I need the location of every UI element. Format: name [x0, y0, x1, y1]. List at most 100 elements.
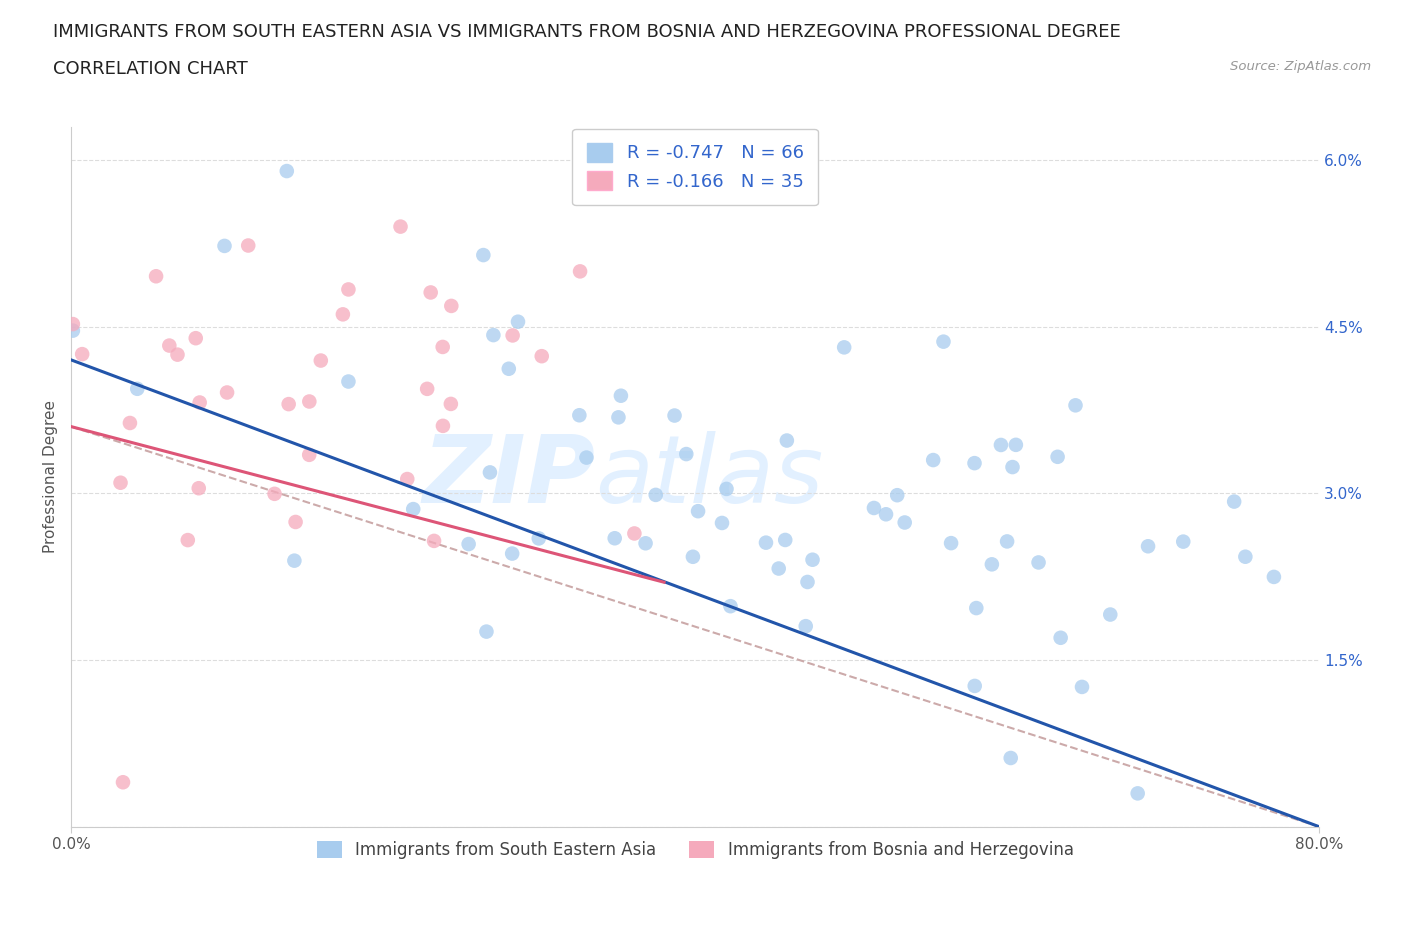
Point: [389, 219, 412, 234]
Point: [965, 601, 987, 616]
Point: [70, 347, 93, 362]
Point: [720, 599, 742, 614]
Point: [664, 408, 686, 423]
Point: [527, 531, 550, 546]
Point: [832, 340, 855, 355]
Point: [423, 534, 446, 549]
Point: [118, 416, 141, 431]
Point: [440, 299, 463, 313]
Point: [482, 327, 505, 342]
Point: [238, 238, 260, 253]
Point: [794, 618, 817, 633]
Point: [575, 450, 598, 465]
Point: [416, 381, 439, 396]
Point: [1071, 680, 1094, 695]
Point: [284, 514, 307, 529]
Point: [801, 552, 824, 567]
Point: [396, 472, 419, 486]
Point: [932, 334, 955, 349]
Point: [263, 486, 285, 501]
Point: [1099, 607, 1122, 622]
Point: [276, 164, 298, 179]
Point: [184, 331, 207, 346]
Point: [472, 247, 495, 262]
Text: ZIP: ZIP: [423, 431, 595, 523]
Point: [568, 408, 591, 423]
Point: [623, 526, 645, 541]
Point: [1046, 449, 1069, 464]
Point: [716, 482, 738, 497]
Point: [432, 339, 454, 354]
Point: [644, 487, 666, 502]
Point: [187, 481, 209, 496]
Point: [177, 533, 200, 548]
Point: [475, 624, 498, 639]
Point: [603, 531, 626, 546]
Point: [893, 515, 915, 530]
Point: [506, 314, 529, 329]
Point: [796, 575, 818, 590]
Point: [277, 397, 299, 412]
Point: [62, 324, 84, 339]
Point: [1126, 786, 1149, 801]
Point: [776, 433, 799, 448]
Point: [1049, 631, 1071, 645]
Point: [863, 500, 886, 515]
Point: [1001, 459, 1024, 474]
Point: [939, 536, 962, 551]
Point: [1028, 555, 1050, 570]
Point: [110, 475, 132, 490]
Point: [634, 536, 657, 551]
Point: [768, 561, 790, 576]
Point: [610, 389, 633, 404]
Point: [419, 285, 441, 299]
Text: CORRELATION CHART: CORRELATION CHART: [53, 60, 249, 78]
Point: [1223, 494, 1246, 509]
Y-axis label: Professional Degree: Professional Degree: [44, 400, 58, 553]
Point: [298, 394, 321, 409]
Point: [337, 374, 360, 389]
Point: [111, 775, 134, 790]
Point: [995, 534, 1018, 549]
Text: Source: ZipAtlas.com: Source: ZipAtlas.com: [1230, 60, 1371, 73]
Point: [980, 557, 1002, 572]
Point: [1137, 538, 1160, 553]
Point: [963, 679, 986, 694]
Point: [337, 282, 360, 297]
Point: [62, 316, 84, 331]
Point: [498, 362, 520, 377]
Point: [755, 535, 778, 550]
Point: [309, 353, 332, 368]
Point: [127, 381, 149, 396]
Point: [402, 501, 425, 516]
Point: [963, 456, 986, 471]
Point: [1234, 550, 1257, 565]
Point: [432, 418, 454, 433]
Point: [773, 533, 796, 548]
Point: [530, 349, 553, 364]
Point: [1000, 751, 1022, 765]
Point: [990, 437, 1012, 452]
Point: [569, 264, 592, 279]
Point: [214, 238, 236, 253]
Point: [886, 487, 908, 502]
Point: [1173, 534, 1195, 549]
Point: [440, 396, 463, 411]
Point: [675, 446, 697, 461]
Point: [478, 465, 501, 480]
Text: IMMIGRANTS FROM SOUTH EASTERN ASIA VS IMMIGRANTS FROM BOSNIA AND HERZEGOVINA PRO: IMMIGRANTS FROM SOUTH EASTERN ASIA VS IM…: [53, 23, 1121, 41]
Point: [166, 347, 188, 362]
Point: [457, 537, 479, 551]
Point: [217, 385, 239, 400]
Point: [502, 328, 524, 343]
Legend: Immigrants from South Eastern Asia, Immigrants from Bosnia and Herzegovina: Immigrants from South Eastern Asia, Immi…: [308, 832, 1083, 868]
Point: [711, 515, 734, 530]
Point: [682, 550, 704, 565]
Point: [188, 395, 211, 410]
Point: [922, 453, 945, 468]
Point: [686, 504, 709, 519]
Point: [283, 553, 305, 568]
Point: [501, 546, 523, 561]
Point: [1263, 569, 1285, 584]
Point: [145, 269, 167, 284]
